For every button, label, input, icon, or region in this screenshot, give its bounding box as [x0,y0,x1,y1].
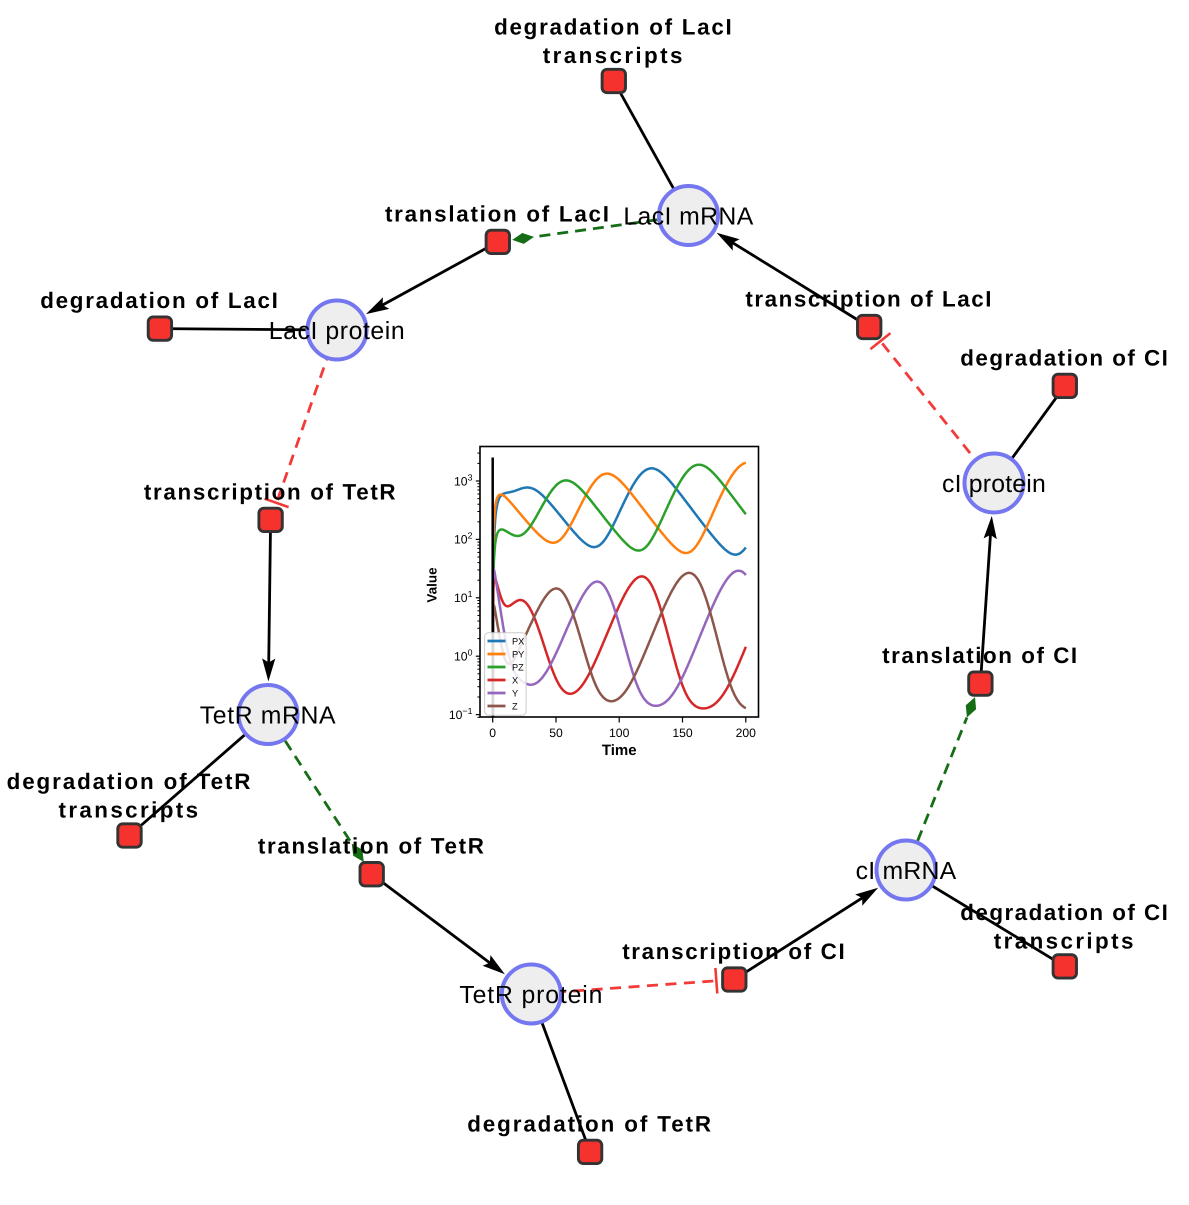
svg-text:200: 200 [736,726,757,740]
svg-text:Time: Time [602,742,637,759]
svg-text:translation of CI: translation of CI [882,643,1079,668]
svg-text:102: 102 [454,531,473,547]
svg-text:103: 103 [454,472,473,488]
svg-text:degradation of LacI: degradation of LacI [494,15,733,40]
svg-text:TetR mRNA: TetR mRNA [200,702,336,729]
svg-text:degradation of TetR: degradation of TetR [467,1111,713,1136]
svg-text:cI mRNA: cI mRNA [856,858,957,885]
svg-text:Value: Value [425,567,440,603]
svg-text:transcripts: transcripts [994,928,1136,953]
svg-text:transcripts: transcripts [58,798,200,823]
svg-text:transcription of CI: transcription of CI [622,939,846,964]
svg-text:transcription of TetR: transcription of TetR [144,479,397,504]
svg-text:degradation of CI: degradation of CI [960,345,1169,370]
svg-text:0: 0 [489,726,496,740]
svg-text:LacI protein: LacI protein [269,318,406,345]
svg-text:translation of TetR: translation of TetR [258,834,486,859]
svg-text:transcription of LacI: transcription of LacI [745,287,993,312]
svg-text:Z: Z [512,702,518,712]
svg-text:100: 100 [454,648,473,664]
svg-text:transcripts: transcripts [543,43,685,68]
svg-text:PZ: PZ [512,663,524,673]
svg-text:150: 150 [672,726,693,740]
svg-text:100: 100 [609,726,630,740]
svg-text:degradation of TetR: degradation of TetR [7,769,253,794]
svg-text:degradation of CI: degradation of CI [960,900,1169,925]
svg-text:degradation of LacI: degradation of LacI [40,288,279,313]
svg-text:101: 101 [454,589,473,605]
svg-text:translation of LacI: translation of LacI [385,201,611,226]
svg-text:50: 50 [549,726,563,740]
svg-text:Y: Y [512,689,518,699]
svg-text:LacI mRNA: LacI mRNA [623,203,753,230]
svg-text:X: X [512,676,518,686]
svg-text:TetR protein: TetR protein [459,982,603,1009]
svg-text:10−1: 10−1 [449,706,473,722]
svg-text:cI protein: cI protein [942,471,1046,498]
svg-text:PX: PX [512,637,524,647]
svg-text:PY: PY [512,650,524,660]
